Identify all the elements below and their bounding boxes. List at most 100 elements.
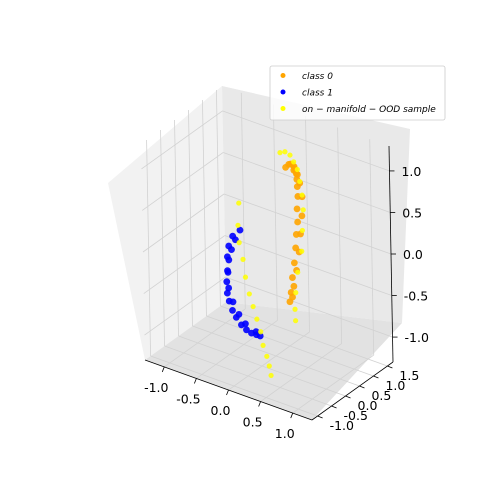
- x-gridline: [292, 354, 374, 414]
- x-tick-label: -1.0: [144, 380, 168, 395]
- scatter-point-class-1: [223, 289, 231, 297]
- y-gridline: [206, 315, 374, 377]
- legend-marker-ood: [280, 106, 286, 111]
- scatter-point-ood: [250, 303, 256, 310]
- z-tick-label: -1.0: [405, 330, 429, 345]
- x-gridline: [196, 320, 278, 379]
- scatter-point-ood: [240, 256, 246, 262]
- legend-label-class-0: class 0: [302, 72, 333, 82]
- scatter-point-ood: [299, 192, 305, 198]
- scatter-point-class-1: [242, 320, 249, 328]
- scatter-point-ood: [266, 363, 272, 369]
- scatter-point-ood: [246, 291, 252, 297]
- scatter-point-ood: [295, 269, 301, 275]
- scatter-point-ood: [294, 166, 300, 173]
- z-tick-label: 0.0: [403, 247, 423, 262]
- scatter-points: [223, 149, 306, 379]
- y-tick: [317, 415, 323, 419]
- z-gridline: [224, 235, 392, 296]
- y-gridline: [150, 355, 318, 417]
- z-tick-label: 0.5: [402, 205, 422, 220]
- scatter-point-class-1: [229, 232, 237, 240]
- axis-lines: [144, 145, 398, 421]
- scatter-point-class-1: [223, 253, 231, 261]
- scatter-point-ood: [277, 150, 283, 156]
- x-tick: [226, 389, 229, 396]
- scatter-point-ood: [299, 227, 305, 234]
- scatter-point-ood: [282, 149, 288, 155]
- scatter-point-ood: [293, 290, 299, 296]
- x-tick-label: 0.0: [211, 403, 231, 418]
- scatter-point-class-1: [225, 242, 233, 250]
- x-gridline: [164, 308, 246, 368]
- scatter-point-class-0: [294, 218, 302, 226]
- z-gridline: [223, 152, 391, 213]
- x-tick-label: 0.5: [243, 415, 263, 430]
- legend-marker-class-0: [280, 73, 286, 78]
- scatter-point-class-1: [223, 278, 231, 286]
- y-tick: [359, 385, 365, 389]
- y-tick: [331, 405, 337, 409]
- scatter-point-class-1: [235, 310, 243, 318]
- scatter-point-class-0: [290, 259, 298, 267]
- z-tick-label: -0.5: [404, 289, 428, 304]
- scatter-point-class-1: [236, 226, 244, 234]
- z-gridline: [141, 110, 223, 170]
- y-gridline: [220, 305, 388, 367]
- scatter-point-ood: [268, 372, 274, 379]
- scatter-point-class-1: [225, 284, 233, 292]
- y-tick-label: 1.0: [385, 378, 405, 393]
- legend-marker-class-1: [280, 89, 286, 95]
- legend-label-class-1: class 1: [302, 89, 333, 99]
- scatter-point-ood: [299, 248, 305, 254]
- y-gridline: [164, 345, 332, 407]
- y-tick: [345, 395, 351, 399]
- scatter-point-ood: [287, 152, 293, 158]
- scatter-point-ood: [258, 329, 264, 335]
- z-gridline: [141, 152, 224, 211]
- legend-label-ood: on − manifold − OOD sample: [302, 105, 436, 115]
- scatter-point-ood: [300, 207, 306, 213]
- scatter-point-ood: [293, 318, 299, 324]
- z-gridline: [142, 193, 225, 253]
- x-tick: [290, 412, 294, 419]
- z-gridline: [143, 235, 226, 294]
- scatter-point-ood: [297, 178, 303, 185]
- scatter-point-ood: [264, 353, 270, 359]
- x-gridline: [260, 343, 342, 402]
- x-tick: [194, 378, 197, 384]
- x-tick: [161, 366, 165, 373]
- y-gridline: [192, 325, 360, 387]
- z-gridline: [222, 110, 390, 172]
- z-gridline: [223, 193, 392, 255]
- y-tick-label: -0.5: [344, 408, 368, 423]
- z-gridline: [144, 276, 226, 336]
- y-tick-label: 0.5: [371, 388, 391, 403]
- y-tick: [387, 365, 393, 369]
- z-gridline: [225, 276, 393, 338]
- scatter-point-class-1: [243, 326, 250, 334]
- x-tick-label: -0.5: [176, 391, 200, 406]
- back-pane: [222, 86, 410, 323]
- legend: class 0 class 1 on − manifold − OOD samp…: [269, 65, 446, 121]
- scatter-point-class-1: [256, 332, 264, 340]
- legend-box: [269, 65, 446, 121]
- scatter-point-class-0: [289, 293, 296, 301]
- y-tick-label: -1.0: [330, 418, 354, 433]
- scatter-point-class-0: [298, 212, 306, 220]
- y-tick: [373, 375, 379, 379]
- scatter-point-ood: [235, 222, 241, 228]
- scatter-point-class-1: [229, 298, 237, 306]
- scatter-point-ood: [236, 240, 242, 246]
- scatter-point-ood: [260, 342, 266, 348]
- y-axis-line: [311, 361, 394, 421]
- left-pane: [108, 86, 226, 360]
- scatter-point-class-0: [289, 274, 296, 281]
- scatter-point-class-0: [293, 205, 301, 213]
- tick-labels: -1.0-0.50.00.51.0-1.0-0.50.00.51.01.5-1.…: [144, 164, 429, 441]
- gridlines: [141, 89, 393, 417]
- x-tick: [258, 401, 261, 407]
- scatter-point-ood: [236, 200, 242, 206]
- x-tick-label: 1.0: [275, 426, 295, 441]
